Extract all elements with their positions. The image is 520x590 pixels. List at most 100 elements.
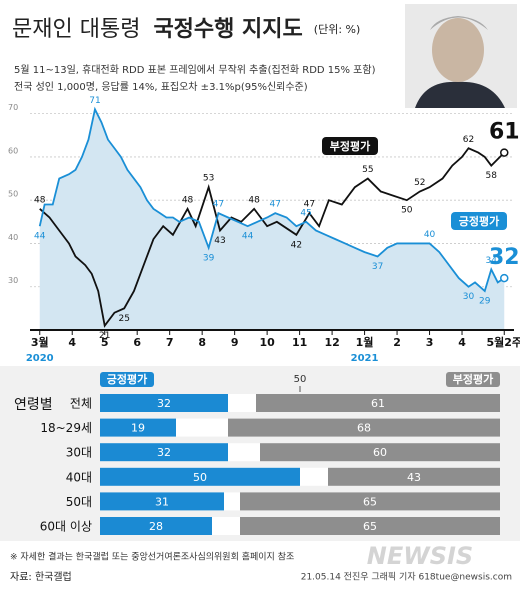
value-label: 42 — [291, 240, 302, 250]
x-tick-label: 3월 — [31, 335, 49, 349]
value-label: 37 — [372, 262, 383, 272]
x-tick-label: 9 — [231, 336, 239, 349]
title-bold: 국정수행 지지도 — [153, 17, 302, 42]
value-label: 44 — [34, 232, 46, 242]
category-label: 60대 이상 — [40, 520, 92, 534]
value-label: 47 — [213, 200, 224, 210]
y-tick-label: 70 — [8, 103, 18, 112]
x-tick-label: 10 — [259, 336, 275, 349]
x-tick-label: 5월2주 — [486, 335, 520, 349]
y-tick-label: 40 — [8, 233, 18, 242]
y-tick-label: 50 — [8, 190, 18, 199]
legend-label: 긍정평가 — [107, 372, 147, 386]
bar — [100, 418, 176, 437]
x-tick-label: 3 — [426, 336, 434, 349]
value-label: 32 — [157, 446, 171, 459]
value-label: 29 — [479, 297, 491, 307]
end-marker — [500, 148, 509, 157]
bar — [328, 467, 500, 486]
value-label: 52 — [414, 178, 425, 188]
series-name: 부정평가 — [330, 139, 370, 153]
value-label: 61 — [489, 120, 520, 145]
end-marker — [500, 273, 509, 283]
value-label: 68 — [357, 422, 371, 435]
value-label: 28 — [149, 520, 163, 533]
bar — [100, 492, 224, 511]
bar — [260, 443, 500, 462]
group-label: 연령별 — [14, 397, 53, 413]
value-label: 58 — [486, 171, 498, 181]
legend-swatch — [100, 372, 154, 387]
x-tick-label: 4 — [458, 336, 466, 349]
series-tag — [322, 137, 378, 155]
category-label: 30대 — [66, 446, 92, 460]
legend-swatch — [446, 372, 500, 387]
value-label: 50 — [193, 471, 207, 484]
value-label: 50 — [401, 206, 413, 216]
value-label: 32 — [489, 245, 520, 270]
value-label: 61 — [371, 397, 385, 410]
y-tick-label: 60 — [8, 146, 18, 155]
y-tick-label: 30 — [8, 276, 18, 285]
bar — [100, 443, 228, 462]
title: 문재인 대통령 국정수행 지지도 (단위: %) — [12, 17, 360, 42]
value-label: 21 — [99, 331, 110, 341]
bar — [240, 517, 500, 535]
x-tick-label: 5 — [101, 336, 109, 349]
x-tick-label: 12 — [324, 336, 339, 349]
source: 자료: 한국갤럽 — [10, 571, 72, 583]
value-label: 34 — [486, 256, 498, 266]
series-name: 긍정평가 — [459, 214, 499, 228]
value-label: 45 — [300, 208, 311, 218]
bar — [100, 517, 212, 535]
unit: (단위: %) — [314, 23, 360, 36]
value-label: 44 — [242, 232, 254, 242]
year-label: 2020 — [26, 353, 54, 364]
photo — [405, 4, 517, 108]
line — [38, 106, 505, 293]
line — [39, 147, 505, 328]
value-label: 62 — [463, 135, 474, 145]
subtitle: 5월 11~13일, 휴대전화 RDD 표본 프레임에서 무작위 추출(집전화 … — [14, 63, 376, 76]
value-label: 43 — [214, 236, 225, 246]
year-label: 2021 — [351, 353, 379, 364]
x-tick-label: 4 — [68, 336, 76, 349]
category-label: 전체 — [70, 397, 92, 411]
value-label: 71 — [89, 96, 100, 106]
value-label: 48 — [248, 195, 260, 205]
note: ※ 자세한 결과는 한국갤럽 또는 중앙선거여론조사심의위원회 홈페이지 참조 — [10, 551, 294, 563]
series-tag — [451, 212, 507, 230]
category-label: 40대 — [66, 470, 92, 484]
x-tick-label: 2 — [393, 336, 401, 349]
value-label: 19 — [131, 422, 145, 435]
bar — [228, 418, 500, 437]
subtitle: 전국 성인 1,000명, 응답률 14%, 표집오차 ±3.1%p(95%신뢰… — [14, 81, 308, 93]
value-label: 47 — [270, 200, 281, 210]
value-label: 30 — [463, 292, 475, 302]
x-tick-label: 7 — [166, 336, 174, 349]
value-label: 53 — [203, 174, 214, 184]
bar — [240, 492, 500, 511]
value-label: 55 — [362, 165, 373, 175]
value-label: 47 — [304, 200, 315, 210]
value-label: 65 — [363, 520, 377, 533]
logo: NEWSIS — [367, 542, 473, 570]
value-label: 31 — [155, 495, 169, 508]
value-label: 60 — [373, 446, 387, 459]
title-light: 문재인 대통령 — [12, 17, 140, 42]
x-tick-label: 6 — [133, 336, 141, 349]
legend-label: 부정평가 — [453, 372, 493, 386]
value-label: 39 — [203, 253, 215, 263]
value-label: 48 — [34, 195, 46, 205]
bar — [100, 467, 300, 486]
x-tick-label: 1월 — [356, 335, 374, 349]
category-label: 18~29세 — [40, 421, 92, 435]
x-tick-label: 8 — [198, 336, 206, 349]
x-tick-label: 11 — [292, 336, 307, 349]
bar — [256, 394, 500, 412]
value-label: 40 — [424, 230, 436, 240]
value-label: 48 — [182, 195, 194, 205]
bar — [100, 394, 228, 412]
